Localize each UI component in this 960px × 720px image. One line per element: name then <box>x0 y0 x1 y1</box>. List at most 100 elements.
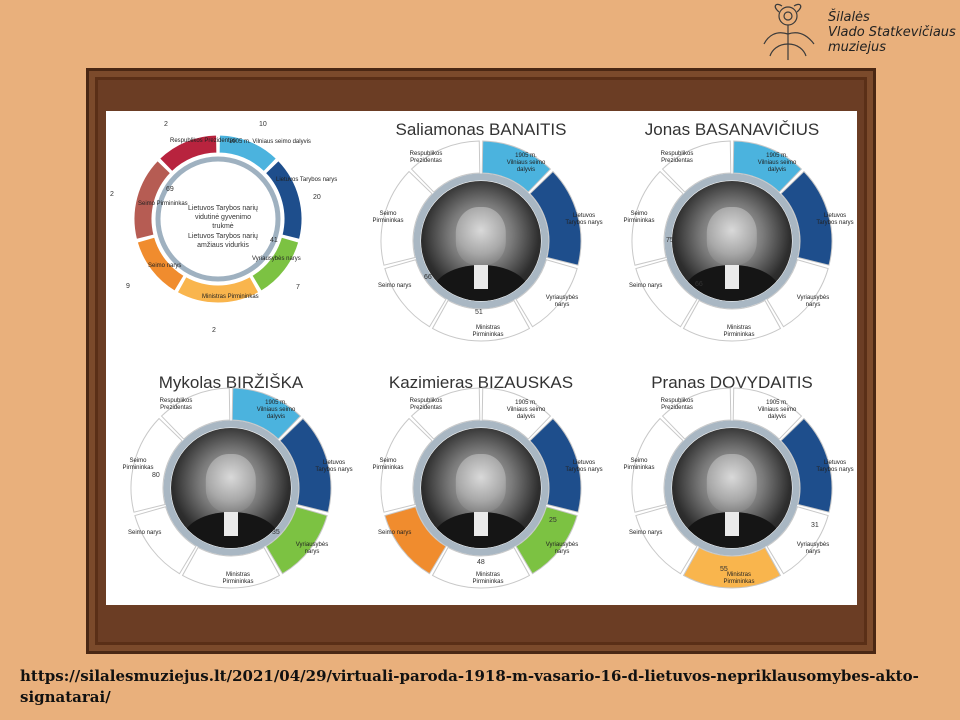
ring-label-prezidentas: Respublikos Prezidentas <box>660 398 694 411</box>
ring-label-vyriausybes: Vyriausybės narys <box>545 295 579 308</box>
age-value: 25 <box>549 517 557 524</box>
ring-label-ministras: Ministras Pirmininkas <box>222 572 254 585</box>
person-name: Kazimieras BIZAUSKAS <box>388 373 574 392</box>
ring-segment-seimo_pirm <box>130 417 183 513</box>
legend-segment-tarybos <box>264 159 303 240</box>
legend-segment-vilniaus <box>218 134 278 173</box>
legend-label-seimo-narys: Seimo narys <box>148 263 182 269</box>
ring-label-tarybos: Lietuvos Tarybos narys <box>816 213 854 226</box>
ring-segment-ministras <box>181 546 281 589</box>
age-value: 31 <box>811 522 819 529</box>
ring-label-seimo_narys: Seimo narys <box>128 530 162 536</box>
flower-ornament-icon <box>763 3 815 60</box>
museum-name-line: Vlado Statkevičiaus <box>828 25 956 40</box>
portrait-photo <box>672 181 792 301</box>
ring-segment-prezidentas <box>410 140 481 193</box>
ring-label-vyriausybes: Vyriausybės narys <box>796 295 830 308</box>
ring-label-ministras: Ministras Pirmininkas <box>472 325 504 338</box>
ring-label-seimo_narys: Seimo narys <box>378 283 412 289</box>
ring-label-seimo_pirm: Seimo Pirmininkas <box>623 458 655 471</box>
ring-label-seimo_narys: Seimo narys <box>629 283 663 289</box>
ring-label-seimo_pirm: Seimo Pirmininkas <box>372 211 404 224</box>
ring-segment-vilniaus <box>481 140 552 193</box>
legend-count-seimo-pirm: 2 <box>110 191 114 198</box>
ring-segment-tarybos <box>780 417 833 513</box>
ring-label-seimo_pirm: Seimo Pirmininkas <box>623 211 655 224</box>
age-value: 75 <box>666 237 674 244</box>
person-name: Jonas BASANAVIČIUS <box>644 120 820 139</box>
person-name: Saliamonas BANAITIS <box>395 120 567 139</box>
person-name: Mykolas BIRŽIŠKA <box>158 373 304 392</box>
legend-avg-lifespan: Lietuvos Tarybos narių vidutinė gyvenimo… <box>188 205 258 230</box>
lifespan-value: 51 <box>475 309 483 316</box>
legend-label-tarybos: Lietuvos Tarybos narys <box>276 177 338 183</box>
lifespan-value: 55 <box>720 566 728 573</box>
ring-label-vilniaus: 1905 m. Vilniaus seimo dalyvis <box>757 400 797 420</box>
ring-segment-vyriausybes <box>766 259 829 328</box>
ring-segment-tarybos <box>279 417 332 513</box>
ring-label-ministras: Ministras Pirmininkas <box>723 325 755 338</box>
legend-count-prezidentas: 2 <box>164 121 168 128</box>
ring-segment-ministras <box>431 299 531 342</box>
ring-label-ministras: Ministras Pirmininkas <box>723 572 755 585</box>
ring-label-prezidentas: Respublikos Prezidentas <box>409 398 443 411</box>
portrait-photo <box>421 181 541 301</box>
ring-segment-vilniaus <box>481 387 552 440</box>
person-card: Mykolas BIRŽIŠKA 80 35 Respublikos Prezi… <box>106 358 356 605</box>
ring-segment-seimo_pirm <box>380 170 433 266</box>
ring-label-tarybos: Lietuvos Tarybos narys <box>565 213 603 226</box>
ring-label-seimo_narys: Seimo narys <box>629 530 663 536</box>
ring-segment-vyriausybes <box>515 506 578 575</box>
legend-count-tarybos: 20 <box>313 194 321 201</box>
ring-segment-vilniaus <box>732 387 803 440</box>
legend-label-vyriausybes: Vyriausybės narys <box>252 256 301 262</box>
ring-segment-seimo_pirm <box>631 170 684 266</box>
person-ring <box>631 387 833 589</box>
ring-label-tarybos: Lietuvos Tarybos narys <box>816 460 854 473</box>
ring-segment-vyriausybes <box>515 259 578 328</box>
ring-label-prezidentas: Respublikos Prezidentas <box>660 151 694 164</box>
ring-label-vilniaus: 1905 m. Vilniaus seimo dalyvis <box>757 153 797 173</box>
source-url[interactable]: https://silalesmuziejus.lt/2021/04/29/vi… <box>20 667 919 706</box>
legend-count-seimo-narys: 9 <box>126 283 130 290</box>
ring-label-vilniaus: 1905 m. Vilniaus seimo dalyvis <box>256 400 296 420</box>
person-name: Pranas DOVYDAITIS <box>651 373 813 392</box>
legend-ring <box>133 134 303 304</box>
ring-label-vyriausybes: Vyriausybės narys <box>545 542 579 555</box>
legend-segment-seimo_pirm <box>133 159 172 240</box>
legend-count-vyriausybes: 7 <box>296 284 300 291</box>
portrait-photo <box>421 428 541 548</box>
person-card: Kazimieras BIZAUSKAS 25 48 Respublikos P… <box>356 358 606 605</box>
legend-label-ministras: Ministras Pirmininkas <box>202 294 259 300</box>
age-value: 66 <box>424 274 432 281</box>
legend-lifespan-value: 69 <box>166 186 174 193</box>
ring-label-tarybos: Lietuvos Tarybos narys <box>565 460 603 473</box>
ring-segment-tarybos <box>780 170 833 266</box>
lifespan-value: 48 <box>477 559 485 566</box>
ring-segment-tarybos <box>529 417 582 513</box>
ring-label-tarybos: Lietuvos Tarybos narys <box>315 460 353 473</box>
ring-label-vyriausybes: Vyriausybės narys <box>295 542 329 555</box>
ring-segment-seimo_pirm <box>380 417 433 513</box>
museum-logo: Šilalės Vlado Statkevičiaus muziejus <box>758 0 958 66</box>
legend-count-vilniaus: 10 <box>259 121 267 128</box>
person-card: Jonas BASANAVIČIUS 75 66 Respublikos Pre… <box>607 111 857 358</box>
ring-label-vilniaus: 1905 m. Vilniaus seimo dalyvis <box>506 153 546 173</box>
ring-label-vilniaus: 1905 m. Vilniaus seimo dalyvis <box>506 400 546 420</box>
legend-segment-vyriausybes <box>251 236 300 292</box>
museum-name-line: Šilalės <box>828 10 870 25</box>
ring-segment-ministras <box>431 546 531 589</box>
ring-segment-vyriausybes <box>766 506 829 575</box>
ring-segment-prezidentas <box>661 140 732 193</box>
person-card: Saliamonas BANAITIS 66 51 Respublikos Pr… <box>356 111 606 358</box>
ring-label-seimo_pirm: Seimo Pirmininkas <box>122 458 154 471</box>
legend-label-seimo-pirm: Seimo Pirmininkas <box>138 201 188 207</box>
portrait-photo <box>171 428 291 548</box>
person-ring <box>380 140 582 342</box>
ring-label-seimo_narys: Seimo narys <box>378 530 412 536</box>
museum-name: Šilalės Vlado Statkevičiaus muziejus <box>828 10 956 55</box>
legend-segment-prezidentas <box>158 134 218 173</box>
legend-age-value: 41 <box>270 237 278 244</box>
ring-segment-seimo_pirm <box>631 417 684 513</box>
person-ring <box>380 387 582 589</box>
